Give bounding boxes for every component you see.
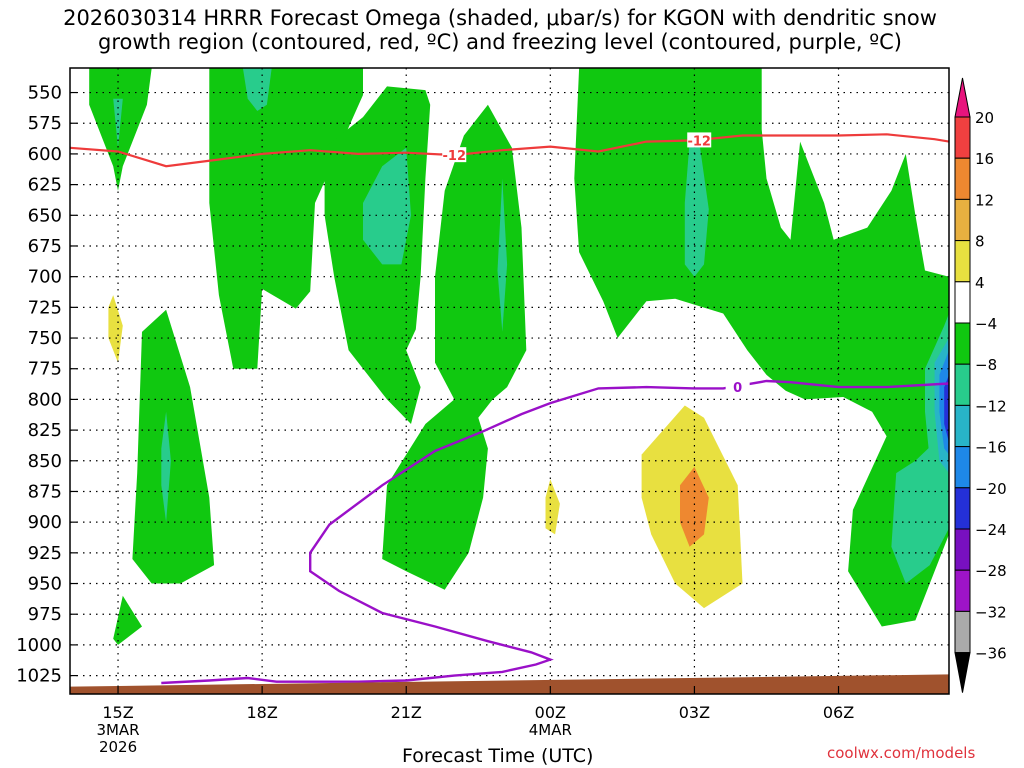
colorbar-segment-13: [954, 610, 971, 654]
y-tick-label-825: 825: [28, 420, 62, 441]
colorbar-label-9: −20: [975, 480, 1007, 498]
shade-teal-b1: [242, 68, 272, 111]
dgz-label-upper: -12: [687, 134, 711, 149]
y-tick-label-950: 950: [28, 574, 62, 595]
freezing-level-line: [161, 379, 949, 685]
terrain-polygon: [70, 674, 949, 694]
y-tick-label-775: 775: [28, 359, 62, 380]
colorbar-label-3: 8: [975, 233, 985, 251]
y-tick-label-975: 975: [28, 604, 62, 625]
x-tick-date-15Z: 3MAR: [96, 721, 139, 739]
x-tick-year-15Z: 2026: [99, 738, 137, 756]
y-tick-label-800: 800: [28, 389, 62, 410]
colorbar-segment-6: [954, 322, 971, 365]
y-tick-label-1025: 1025: [16, 666, 62, 687]
shade-green-f: [574, 68, 949, 627]
shade-green-a: [89, 68, 152, 191]
shade-orange-c1: [680, 466, 709, 547]
dgz-label-upper-bg: [687, 132, 712, 148]
x-tick-label-06Z: 06Z: [823, 703, 854, 722]
colorbar-label-11: −28: [975, 562, 1007, 580]
colorbar-label-8: −16: [975, 439, 1007, 457]
colorbar-bottom-triangle: [954, 652, 971, 693]
colorbar-label-4: 4: [975, 274, 985, 292]
contour-lines: -12 -12 0: [70, 132, 949, 685]
shade-green-b: [209, 68, 363, 369]
y-tick-label-600: 600: [28, 144, 62, 165]
shade-teal-f1: [684, 141, 709, 277]
colorbar-segment-4: [954, 240, 971, 283]
colorbar-segment-8: [954, 404, 971, 448]
omega-shading: [89, 68, 949, 645]
colorbar: 20 16 12 8 4 −4 −8 −12 −16 −20 −24 −28 −32 −36: [954, 77, 1007, 693]
shade-yellow-b: [545, 479, 560, 535]
colorbar-segment-12: [954, 569, 971, 612]
colorbar-segment-11: [954, 528, 971, 571]
colorbar-label-12: −32: [975, 603, 1007, 621]
colorbar-label-1: 16: [975, 150, 994, 168]
shade-teal-a1: [113, 98, 123, 148]
chart-title-line2: growth region (contoured, red, ºC) and f…: [98, 30, 902, 54]
shade-navy-g5: [944, 374, 949, 443]
y-tick-label-700: 700: [28, 267, 62, 288]
plot-border: [69, 67, 950, 695]
shade-teal-g1: [891, 442, 949, 584]
colorbar-label-5: −4: [975, 315, 997, 333]
shade-yellow-a: [108, 295, 123, 363]
colorbar-label-2: 12: [975, 191, 994, 209]
colorbar-label-0: 20: [975, 109, 994, 127]
y-tick-label-875: 875: [28, 481, 62, 502]
freezing-label: 0: [733, 381, 742, 396]
colorbar-segment-9: [954, 446, 971, 489]
plot-frame: [69, 67, 950, 695]
y-axis: 550 575 600 625 650 675 700 725 750 775 800 825 850 8…: [16, 83, 77, 687]
shade-green-e: [382, 104, 527, 590]
y-tick-label-1000: 1000: [16, 635, 62, 656]
colorbar-segment-1: [954, 116, 971, 159]
dgz-label-lower-bg: [442, 147, 467, 163]
shade-green-g: [113, 595, 142, 645]
x-tick-date-00Z: 4MAR: [529, 721, 572, 739]
grid-lines: [70, 68, 949, 694]
y-tick-label-850: 850: [28, 451, 62, 472]
colorbar-segment-7: [954, 363, 971, 406]
y-tick-label-725: 725: [28, 297, 62, 318]
freezing-label-bg: [725, 379, 750, 395]
x-tick-label-21Z: 21Z: [391, 703, 422, 722]
colorbar-label-7: −12: [975, 397, 1007, 415]
y-tick-label-900: 900: [28, 512, 62, 533]
y-tick-label-675: 675: [28, 236, 62, 257]
chart-title: 2026030314 HRRR Forecast Omega (shaded, …: [0, 6, 1000, 54]
x-tick-label-15Z: 15Z: [102, 703, 133, 722]
x-axis-label: Forecast Time (UTC): [402, 745, 594, 767]
chart-title-line1: 2026030314 HRRR Forecast Omega (shaded, …: [63, 6, 937, 30]
colorbar-segment-2: [954, 157, 971, 200]
colorbar-segment-10: [954, 487, 971, 530]
x-tick-label-03Z: 03Z: [679, 703, 710, 722]
x-tick-label-18Z: 18Z: [246, 703, 277, 722]
x-tick-label-00Z: 00Z: [535, 703, 566, 722]
shade-teal-d1: [161, 411, 171, 523]
credit-link[interactable]: coolwx.com/models: [827, 744, 976, 762]
shade-teal-c1: [363, 147, 411, 265]
colorbar-segment-3: [954, 198, 971, 242]
y-tick-label-575: 575: [28, 113, 62, 134]
dgz-contour-line: [70, 133, 949, 168]
terrain-fill: [70, 674, 949, 694]
colorbar-label-6: −8: [975, 356, 997, 374]
shade-teal-e1: [497, 178, 508, 332]
y-tick-label-750: 750: [28, 328, 62, 349]
y-tick-label-650: 650: [28, 205, 62, 226]
colorbar-label-13: −36: [975, 645, 1007, 663]
colorbar-segment-5: [954, 281, 971, 324]
colorbar-top-triangle: [954, 77, 971, 118]
y-tick-label-550: 550: [28, 83, 62, 104]
colorbar-label-10: −24: [975, 521, 1007, 539]
y-tick-label-925: 925: [28, 543, 62, 564]
shade-green-d: [132, 309, 215, 584]
y-tick-label-625: 625: [28, 175, 62, 196]
dgz-label-lower: -12: [443, 149, 467, 164]
